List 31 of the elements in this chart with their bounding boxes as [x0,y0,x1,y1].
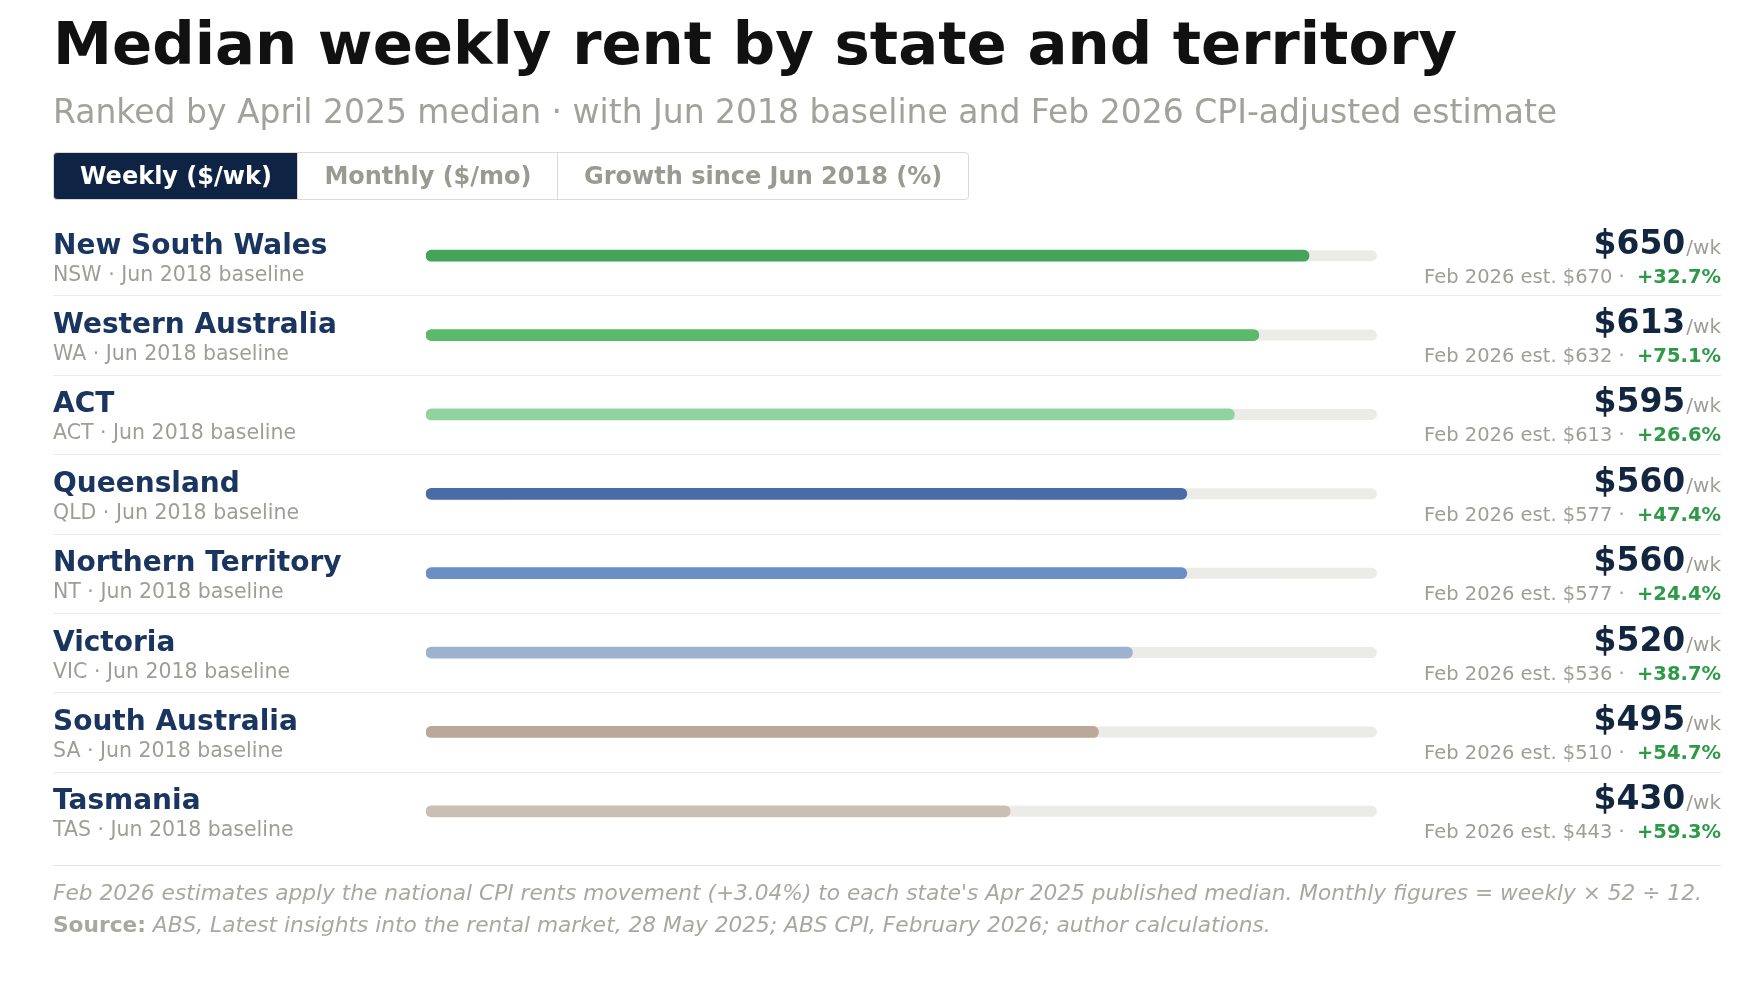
text: Feb 2026 est. $577 · +47.4% [1424,502,1722,526]
data-label: $495/wk [1593,698,1722,738]
text: Feb 2026 est. $443 · +59.3% [1424,820,1722,844]
data-label: $560/wk [1593,460,1722,500]
text: Feb 2026 estimates apply the national CPI rents movement (+3.04%) to each state's Apr 2025 published median. Monthly figures = weekly × 52 ÷ 12. [53,880,1702,905]
data-label: $560/wk [1593,540,1722,580]
data-label: $613/wk [1593,302,1722,342]
y-tick-label: South Australia SA · Jun 2018 baseline [53,703,298,762]
y-tick-label: ACT ACT · Jun 2018 baseline [53,386,297,445]
text: Feb 2026 est. $536 · +38.7% [1424,661,1722,685]
chart-subtitle: Ranked by April 2025 median · with Jun 2018 baseline and Feb 2026 CPI-adjusted estimate [53,92,1558,131]
text: Feb 2026 est. $613 · +26.6% [1424,423,1722,447]
text: Feb 2026 est. $510 · +54.7% [1424,740,1722,764]
source-note: Source: ABS, Latest insights into the rental market, 28 May 2025; ABS CPI, February 2026; author calculations. [53,912,1271,937]
data-label: $430/wk [1593,778,1722,818]
y-tick-label: Northern Territory NT · Jun 2018 baseline [53,545,342,604]
text: Feb 2026 est. $670 · +32.7% [1424,264,1722,288]
text: Feb 2026 est. $577 · +24.4% [1424,582,1722,606]
text: Weekly ($/wk) [80,162,272,190]
y-tick-label: New South Wales NSW · Jun 2018 baseline [53,227,328,286]
text: Monthly ($/mo) [324,162,532,190]
y-tick-label: Western Australia WA · Jun 2018 baseline [53,307,337,366]
y-tick-label: Victoria VIC · Jun 2018 baseline [53,624,291,683]
text: Growth since Jun 2018 (%) [584,162,943,190]
y-tick-label: Tasmania TAS · Jun 2018 baseline [52,783,294,842]
y-tick-label: Queensland QLD · Jun 2018 baseline [53,465,299,524]
data-label: $650/wk [1593,222,1722,262]
chart-title: Median weekly rent by state and territory [53,9,1458,78]
data-label: $520/wk [1593,619,1722,659]
data-label: $595/wk [1593,381,1722,421]
text: Feb 2026 est. $632 · +75.1% [1424,344,1722,368]
